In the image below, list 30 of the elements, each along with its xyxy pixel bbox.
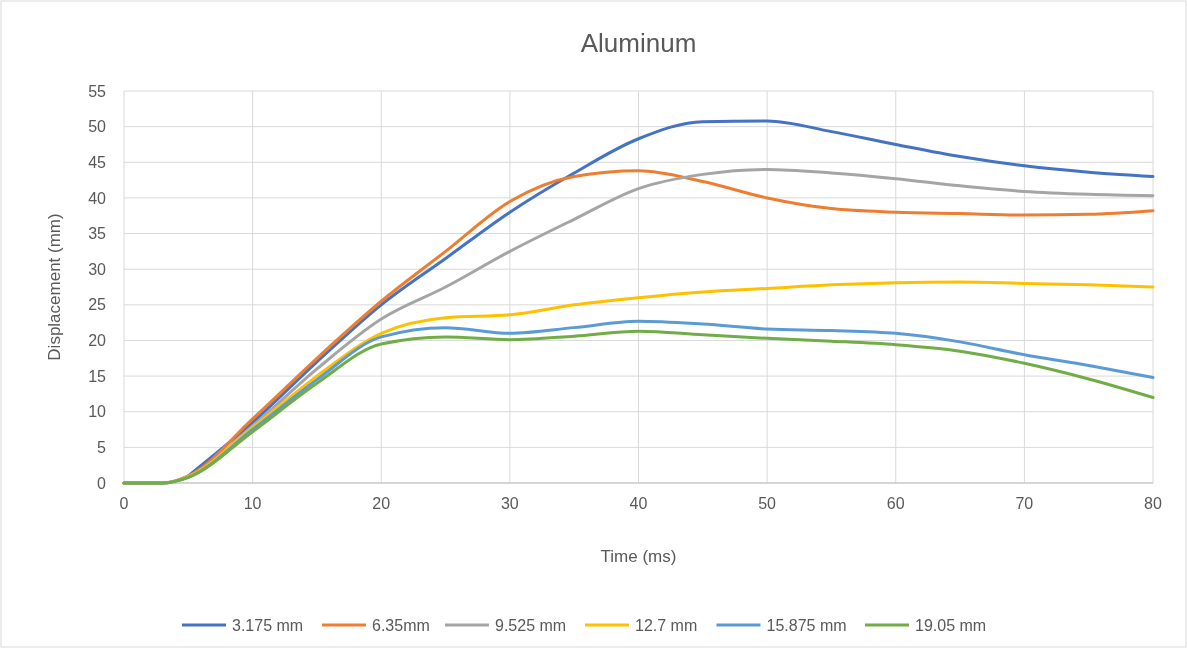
x-tick-label: 20 (372, 495, 391, 512)
x-tick-label: 80 (1144, 495, 1162, 512)
x-axis-title: Time (ms) (600, 547, 677, 566)
y-tick-label: 20 (88, 332, 107, 350)
y-tick-label: 40 (88, 189, 107, 207)
legend-label: 12.7 mm (635, 616, 698, 634)
legend-label: 19.05 mm (915, 616, 987, 634)
y-tick-label: 30 (88, 260, 107, 278)
x-tick-label: 50 (758, 495, 777, 512)
y-tick-label: 25 (88, 296, 107, 314)
y-tick-label: 15 (88, 367, 107, 385)
y-axis-title: Displacement (mm) (45, 213, 64, 361)
x-tick-label: 10 (243, 495, 262, 512)
y-tick-label: 10 (88, 403, 107, 421)
y-tick-label: 35 (88, 225, 107, 243)
legend-label: 15.875 mm (766, 616, 847, 634)
chart-title: Aluminum (580, 28, 697, 58)
legend-label: 6.35mm (372, 616, 430, 634)
y-tick-label: 5 (97, 438, 107, 456)
x-tick-label: 30 (500, 495, 519, 512)
y-tick-label: 45 (88, 153, 107, 171)
x-tick-label: 70 (1015, 495, 1034, 512)
x-tick-label: 60 (886, 495, 905, 512)
legend-label: 3.175 mm (232, 616, 304, 634)
x-tick-label: 40 (629, 495, 648, 512)
y-tick-label: 50 (88, 118, 107, 136)
y-tick-label: 0 (97, 474, 107, 492)
legend-label: 9.525 mm (495, 616, 567, 634)
x-tick-label: 0 (119, 495, 129, 512)
y-tick-label: 55 (88, 82, 107, 100)
